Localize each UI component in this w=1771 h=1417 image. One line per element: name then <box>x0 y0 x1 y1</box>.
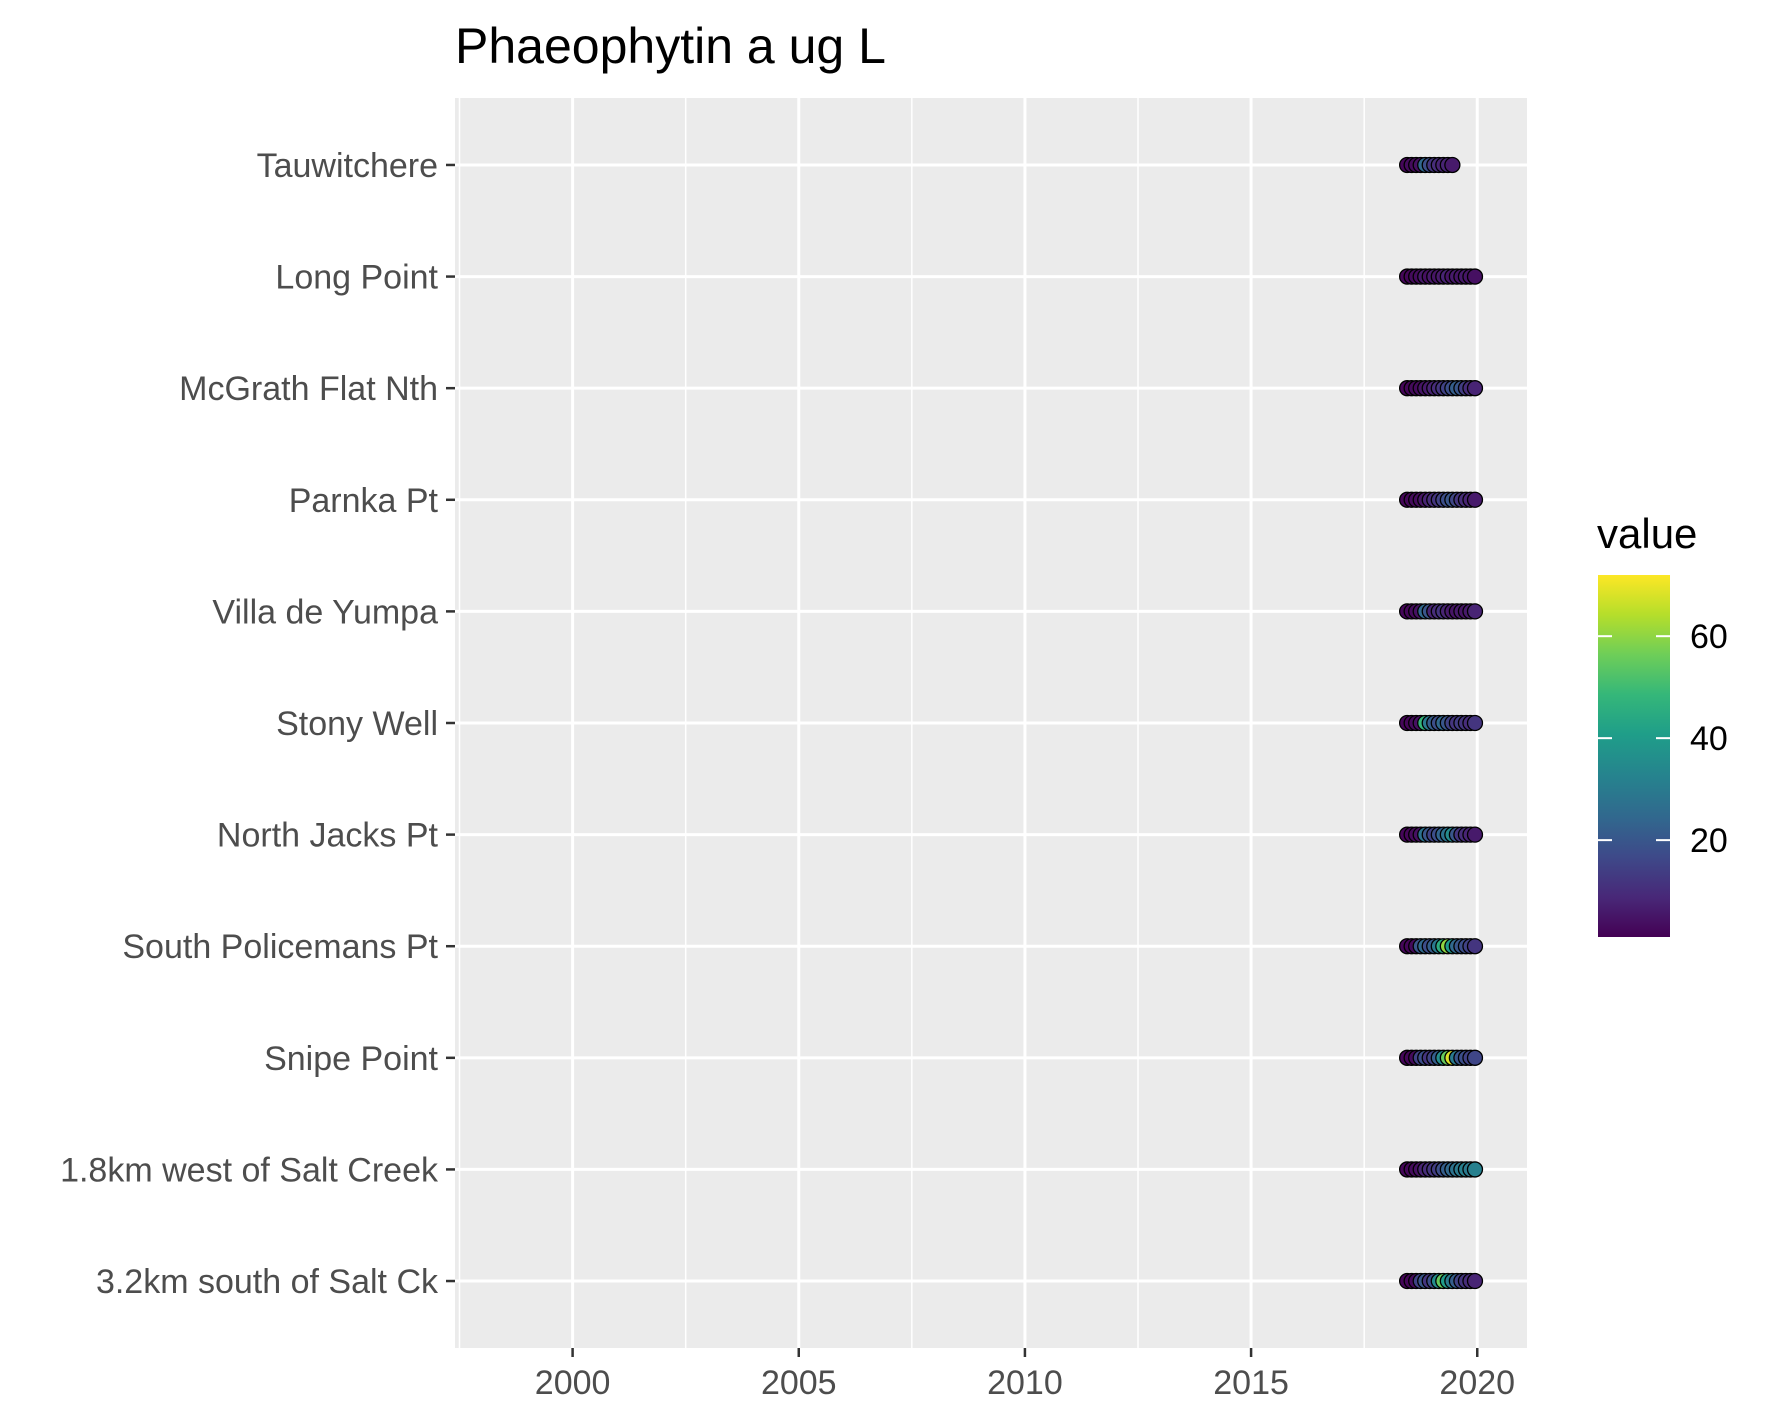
y-tick-label: Villa de Yumpa <box>212 593 438 631</box>
colorbar-ticks: 20 40 60 <box>1598 618 1728 860</box>
y-tick-label: Parnka Pt <box>289 482 439 520</box>
x-tick-label: 2020 <box>1439 1364 1515 1402</box>
y-tick-label: McGrath Flat Nth <box>179 370 438 408</box>
data-point <box>1466 268 1484 285</box>
data-point <box>1466 1272 1484 1290</box>
data-point <box>1466 938 1484 955</box>
data-point <box>1466 1161 1484 1178</box>
y-tick-label: South Policemans Pt <box>122 928 438 966</box>
legend: value 20 40 60 <box>1597 510 1728 937</box>
y-tick-label: 3.2km south of Salt Ck <box>96 1263 439 1301</box>
y-tick-label: Stony Well <box>276 705 438 743</box>
colorbar <box>1598 575 1670 937</box>
x-tick-label: 2010 <box>987 1364 1063 1402</box>
data-point <box>1466 491 1484 508</box>
x-tick-label: 2015 <box>1213 1364 1289 1402</box>
y-tick-label: Tauwitchere <box>257 147 438 185</box>
y-tick-label: Long Point <box>275 259 438 297</box>
data-points <box>1398 156 1484 1290</box>
data-point <box>1466 1049 1484 1066</box>
data-point <box>1466 714 1484 732</box>
x-tick-label: 2000 <box>535 1364 611 1402</box>
x-axis: 2000 2005 2010 2015 2020 <box>535 1348 1515 1402</box>
data-point <box>1466 826 1484 843</box>
y-axis: Tauwitchere Long Point McGrath Flat Nth Par… <box>60 147 455 1301</box>
colorbar-label: 60 <box>1690 618 1728 656</box>
y-tick-label: 1.8km west of Salt Creek <box>60 1151 439 1189</box>
chart-title: Phaeophytin a ug L <box>455 18 886 74</box>
legend-title: value <box>1597 510 1697 557</box>
data-point <box>1444 156 1461 174</box>
colorbar-label: 20 <box>1690 822 1728 860</box>
colorbar-label: 40 <box>1690 720 1728 758</box>
data-point <box>1466 603 1484 620</box>
data-point <box>1466 380 1484 397</box>
x-tick-label: 2005 <box>761 1364 837 1402</box>
y-tick-label: North Jacks Pt <box>217 817 439 855</box>
y-tick-label: Snipe Point <box>264 1040 438 1078</box>
